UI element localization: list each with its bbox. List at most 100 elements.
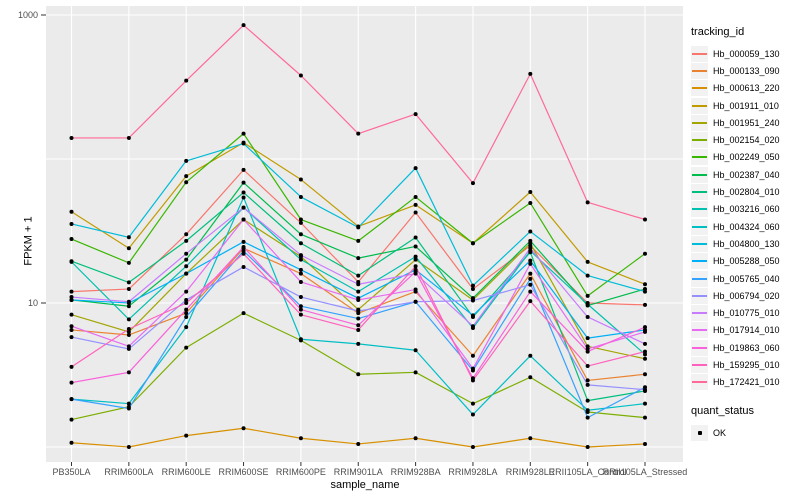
data-point bbox=[184, 158, 189, 163]
data-point bbox=[69, 397, 74, 402]
quant-key-swatch bbox=[691, 424, 708, 441]
data-point bbox=[184, 232, 189, 237]
data-point bbox=[241, 264, 246, 269]
data-point bbox=[241, 205, 246, 210]
legend-label: Hb_000133_090 bbox=[713, 65, 780, 76]
legend-key-swatch bbox=[691, 132, 708, 149]
legend-key-swatch bbox=[691, 287, 708, 304]
data-point bbox=[413, 299, 418, 304]
legend-key-line bbox=[692, 242, 707, 245]
data-point bbox=[298, 307, 303, 312]
legend-label: Hb_006794_020 bbox=[713, 290, 780, 301]
data-point bbox=[126, 304, 131, 309]
x-tick-label-RRIM901LA: RRIM901LA bbox=[333, 467, 383, 477]
x-axis-title: sample_name bbox=[330, 479, 400, 491]
y-tick-label-1000: 1000 bbox=[17, 9, 38, 20]
x-tick-label-RRIM600SE: RRIM600SE bbox=[218, 467, 269, 477]
data-point bbox=[470, 181, 475, 186]
data-point bbox=[184, 289, 189, 294]
legend-key-swatch bbox=[691, 149, 708, 166]
legend-item-Hb_005288_050: Hb_005288_050 bbox=[691, 253, 799, 270]
data-point bbox=[356, 316, 361, 321]
quant-status-item-list: OK bbox=[691, 424, 799, 441]
data-point bbox=[643, 352, 647, 357]
legend-label: Hb_004800_130 bbox=[713, 238, 780, 249]
data-point bbox=[298, 267, 303, 272]
legend-item-Hb_002154_020: Hb_002154_020 bbox=[691, 131, 799, 149]
data-point bbox=[298, 312, 303, 317]
data-point bbox=[298, 73, 303, 78]
data-point bbox=[356, 225, 361, 230]
data-point bbox=[126, 332, 131, 337]
data-point bbox=[241, 167, 246, 172]
data-point bbox=[241, 190, 246, 195]
legend-label: Hb_002387_040 bbox=[713, 169, 780, 180]
legend-item-Hb_000059_130: Hb_000059_130 bbox=[691, 45, 799, 62]
data-point bbox=[470, 378, 475, 383]
data-point bbox=[126, 344, 131, 349]
legend-key-swatch bbox=[691, 270, 708, 287]
data-point bbox=[69, 297, 74, 302]
data-point bbox=[356, 273, 361, 278]
data-point bbox=[643, 217, 647, 222]
legend-label: Hb_002249_050 bbox=[713, 152, 780, 163]
data-point bbox=[184, 311, 189, 316]
x-tick-label-RRIM928LE: RRIM928LE bbox=[505, 467, 555, 477]
legend-key-swatch bbox=[691, 62, 708, 79]
x-tick-label-RRIM600LA: RRIM600LA bbox=[104, 467, 154, 477]
legend-label: Hb_002804_010 bbox=[713, 187, 780, 198]
legend-key-swatch bbox=[691, 235, 708, 252]
data-point bbox=[528, 261, 533, 266]
data-point bbox=[184, 307, 189, 312]
x-tick-label-RRIM928BA: RRIM928BA bbox=[390, 467, 441, 477]
data-point bbox=[126, 401, 131, 406]
legend-key-swatch bbox=[691, 184, 708, 201]
panel-background bbox=[46, 6, 683, 462]
data-point bbox=[470, 324, 475, 329]
x-tick-label-RRII105LA_Stressed: RRII105LA_Stressed bbox=[602, 467, 688, 477]
data-point bbox=[470, 283, 475, 288]
legend-key-line bbox=[692, 52, 707, 55]
data-point bbox=[585, 382, 590, 387]
data-point bbox=[126, 370, 131, 375]
data-point bbox=[470, 313, 475, 318]
data-point bbox=[528, 189, 533, 194]
data-point bbox=[356, 238, 361, 243]
data-point bbox=[126, 280, 131, 285]
legend-key-line bbox=[692, 121, 707, 124]
legend-item-Hb_002249_050: Hb_002249_050 bbox=[691, 149, 799, 166]
data-point bbox=[184, 297, 189, 302]
legend-label: Hb_017914_010 bbox=[713, 325, 780, 336]
legend-item-Hb_159295_010: Hb_159295_010 bbox=[691, 356, 799, 373]
data-point bbox=[69, 380, 74, 385]
legend-key-line bbox=[692, 139, 707, 142]
data-point bbox=[69, 327, 74, 332]
data-point bbox=[528, 258, 533, 263]
data-point bbox=[356, 441, 361, 446]
data-point bbox=[470, 298, 475, 303]
data-point bbox=[69, 335, 74, 340]
data-point bbox=[241, 195, 246, 200]
legend-key-swatch bbox=[691, 201, 708, 218]
data-point bbox=[241, 251, 246, 256]
data-point bbox=[126, 246, 131, 251]
legend-key-line bbox=[692, 225, 707, 228]
data-point bbox=[126, 406, 131, 411]
data-point bbox=[585, 415, 590, 420]
data-point bbox=[643, 372, 647, 377]
data-point bbox=[528, 282, 533, 287]
data-point bbox=[241, 311, 246, 316]
data-point bbox=[69, 417, 74, 422]
legend-item-Hb_017914_010: Hb_017914_010 bbox=[691, 322, 799, 339]
data-point bbox=[241, 141, 246, 146]
y-tick-label-10: 10 bbox=[27, 297, 38, 308]
data-point bbox=[241, 426, 246, 431]
legend-key-line bbox=[692, 156, 707, 159]
data-point bbox=[413, 202, 418, 207]
legend-key-swatch bbox=[691, 97, 708, 114]
data-point bbox=[241, 217, 246, 222]
data-point bbox=[184, 251, 189, 256]
legend-key-line bbox=[692, 329, 707, 332]
legend-item-Hb_001951_240: Hb_001951_240 bbox=[691, 114, 799, 131]
data-point bbox=[643, 415, 647, 420]
